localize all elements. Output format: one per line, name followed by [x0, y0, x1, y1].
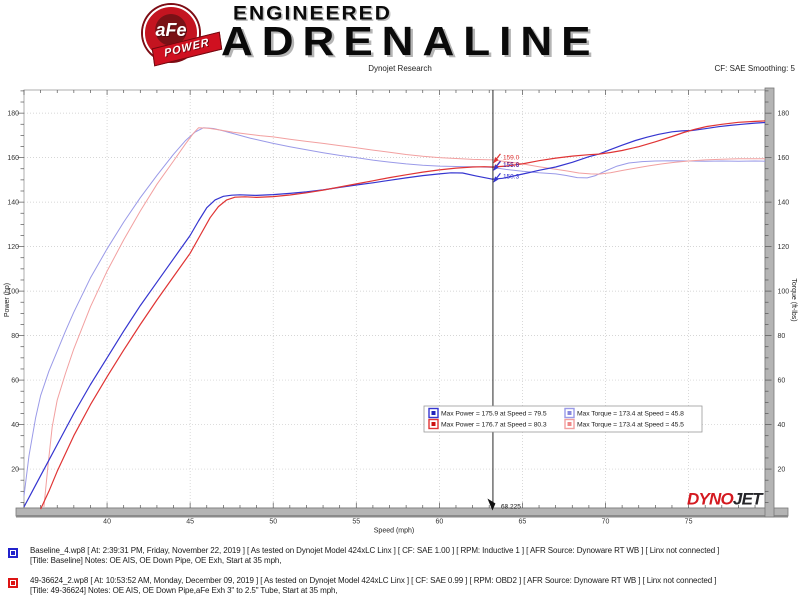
curve-baseline-torque	[23, 127, 766, 496]
x-axis-bar	[15, 507, 789, 517]
svg-text:160: 160	[7, 155, 19, 162]
svg-text:120: 120	[7, 244, 19, 251]
brand-adrenaline: ADRENALINE	[221, 19, 600, 65]
svg-text:Max Torque = 173.4 at Speed =: Max Torque = 173.4 at Speed = 45.8	[577, 411, 684, 418]
dynojet-research-subtitle: Dynojet Research	[368, 64, 432, 73]
speed-axis-label: Speed (mph)	[374, 528, 414, 535]
svg-text:45: 45	[186, 519, 194, 526]
afe-run-notes: [Title: 49-36624] Notes: OE AIS, OE Down…	[30, 586, 338, 595]
curve-new-power	[40, 120, 766, 510]
dyno-chart: 40 45 50 55 60 65 70 75 20 20 40 40 60 60 80 80 100 100 12…	[4, 87, 797, 535]
svg-text:70: 70	[602, 519, 610, 526]
svg-text:159.0: 159.0	[503, 154, 520, 161]
svg-text:80: 80	[778, 333, 786, 340]
svg-text:40: 40	[103, 519, 111, 526]
svg-text:65: 65	[519, 519, 527, 526]
brand-engineered: ENGINEERED	[233, 3, 392, 25]
svg-text:20: 20	[11, 467, 19, 474]
cursor-callouts	[493, 153, 501, 183]
svg-text:155.8: 155.8	[503, 161, 520, 168]
svg-text:60: 60	[435, 519, 443, 526]
svg-text:20: 20	[778, 467, 786, 474]
file-legend-baseline: Baseline_4.wp8 [ At: 2:39:31 PM, Friday,…	[8, 546, 796, 566]
plot-border	[23, 89, 766, 509]
baseline-run-info: Baseline_4.wp8 [ At: 2:39:31 PM, Friday,…	[30, 546, 720, 555]
svg-text:60: 60	[11, 378, 19, 385]
svg-text:55: 55	[352, 519, 360, 526]
y-axis-bar-right	[764, 87, 775, 518]
x-axis-bar-shadow	[16, 515, 788, 518]
brand-header: aFe POWER ENGINEERED ADRENALINE	[0, 0, 800, 67]
svg-text:100: 100	[7, 289, 19, 296]
svg-text:50: 50	[269, 519, 277, 526]
curve-new-torque	[43, 127, 765, 507]
smoothing-setting: CF: SAE Smoothing: 5	[714, 64, 795, 73]
afe-logo-text: aFe	[155, 20, 187, 40]
svg-text:140: 140	[7, 200, 19, 207]
baseline-run-swatch	[8, 548, 18, 558]
svg-text:Max Power = 175.9 at Speed = 7: Max Power = 175.9 at Speed = 79.5	[441, 411, 547, 418]
svg-text:120: 120	[778, 244, 790, 251]
legend-box	[423, 405, 703, 433]
svg-text:60: 60	[778, 378, 786, 385]
afe-run-swatch	[8, 578, 18, 588]
afe-run-swatch-fill	[11, 581, 15, 585]
svg-text:75: 75	[685, 519, 693, 526]
svg-text:150.3: 150.3	[503, 174, 520, 181]
svg-text:Max Power = 176.7 at Speed = 8: Max Power = 176.7 at Speed = 80.3	[441, 422, 547, 429]
afe-run-info: 49-36624_2.wp8 [ At: 10:53:52 AM, Monday…	[30, 576, 717, 585]
curves	[23, 120, 766, 510]
baseline-run-swatch-fill	[11, 551, 15, 555]
svg-text:40: 40	[778, 422, 786, 429]
svg-text:180: 180	[778, 111, 790, 118]
axis-ticks	[17, 90, 772, 508]
svg-text:160: 160	[778, 155, 790, 162]
curve-baseline-power	[23, 121, 766, 508]
svg-text:155.6: 155.6	[503, 162, 520, 169]
file-legend-afe-run: 49-36624_2.wp8 [ At: 10:53:52 AM, Monday…	[8, 576, 796, 596]
gridlines	[24, 90, 765, 508]
svg-text:40: 40	[11, 422, 19, 429]
cursor-speed-arrow	[487, 498, 496, 511]
cursor-speed-value: 63.225	[501, 504, 521, 511]
power-axis-label: Power (hp)	[4, 283, 11, 317]
svg-text:140: 140	[778, 200, 790, 207]
svg-text:100: 100	[778, 289, 790, 296]
svg-text:80: 80	[11, 333, 19, 340]
baseline-run-notes: [Title: Baseline] Notes: OE AIS, OE Down…	[30, 556, 282, 565]
torque-axis-label: Torque (ft-lbs)	[790, 278, 797, 321]
svg-text:180: 180	[7, 111, 19, 118]
dynojet-watermark: DYNOJET	[687, 490, 764, 509]
svg-text:Max Torque = 173.4 at Speed =: Max Torque = 173.4 at Speed = 45.5	[577, 422, 684, 429]
